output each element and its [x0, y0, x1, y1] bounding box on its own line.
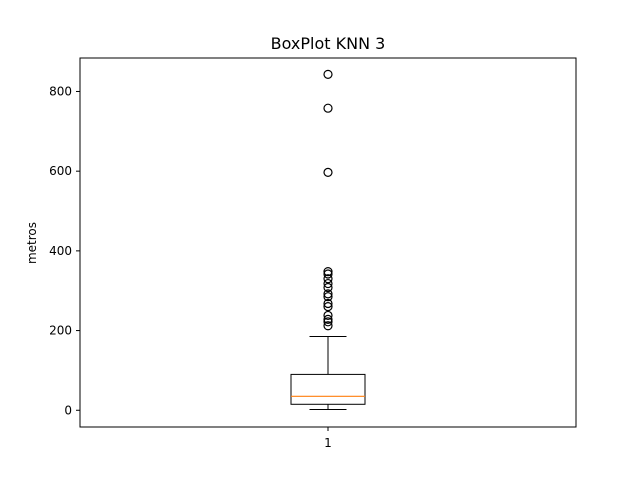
outlier-point: [323, 274, 333, 284]
y-tick-label: 0: [64, 403, 72, 417]
y-tick-label: 600: [49, 164, 72, 178]
iqr-box: [290, 373, 366, 405]
plot-area: [290, 69, 366, 410]
x-axis: 1: [324, 427, 332, 450]
outlier-point: [323, 302, 333, 312]
y-tick-label: 200: [49, 324, 72, 338]
y-axis-label: metros: [25, 222, 39, 264]
y-tick-label: 800: [49, 84, 72, 98]
outlier-point: [323, 69, 333, 79]
outlier-point: [323, 278, 333, 289]
y-tick-label: 400: [49, 244, 72, 258]
outlier-point: [323, 269, 333, 279]
outlier-point: [323, 292, 333, 302]
outlier-point: [323, 289, 333, 299]
outlier-point: [323, 282, 333, 293]
outlier-point: [323, 310, 333, 321]
outlier-point: [323, 314, 333, 325]
chart-title: BoxPlot KNN 3: [271, 34, 386, 53]
y-axis: 0 200 400 600 800: [49, 84, 80, 417]
outlier-point: [323, 317, 333, 327]
outlier-point: [323, 167, 333, 177]
outlier-point: [323, 298, 333, 309]
outlier-point: [323, 321, 333, 331]
outlier-point: [323, 266, 333, 277]
x-tick-label: 1: [324, 436, 332, 450]
outlier-point: [323, 103, 333, 113]
